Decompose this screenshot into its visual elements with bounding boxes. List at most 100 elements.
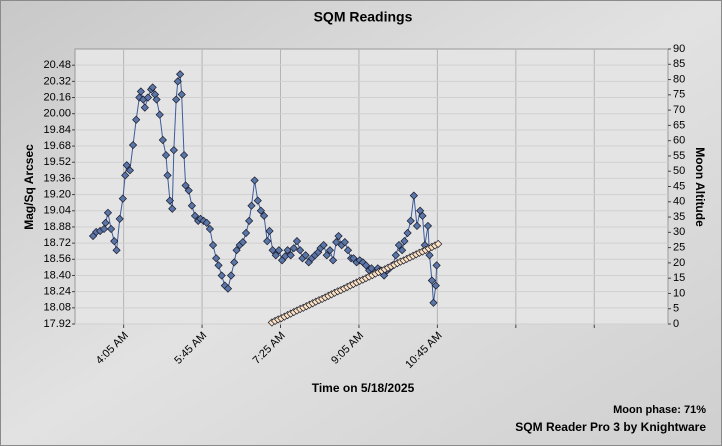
y-tick-label: 18.88 xyxy=(43,221,71,233)
data-point xyxy=(179,151,189,160)
data-point xyxy=(226,271,236,280)
data-point xyxy=(217,271,226,280)
data-point xyxy=(247,201,256,210)
data-point xyxy=(256,206,265,215)
data-point xyxy=(241,228,251,238)
data-point xyxy=(361,261,371,270)
y2-axis-title: Moon Altitude xyxy=(693,147,707,227)
data-point xyxy=(212,254,221,263)
data-point xyxy=(434,239,443,249)
moon-phase: Moon phase: 71% xyxy=(613,404,706,416)
data-point xyxy=(172,95,181,104)
data-point xyxy=(292,237,302,246)
data-point xyxy=(340,238,349,247)
data-point xyxy=(187,201,196,210)
data-point xyxy=(403,228,412,238)
data-point xyxy=(334,231,343,241)
data-point xyxy=(265,226,274,236)
data-point xyxy=(161,151,171,160)
data-point xyxy=(205,224,215,234)
data-point xyxy=(118,194,127,203)
data-point xyxy=(283,246,292,255)
data-point xyxy=(296,246,305,255)
data-point xyxy=(328,256,338,265)
data-point xyxy=(112,246,121,255)
chart-title: SQM Readings xyxy=(314,9,413,25)
y2-tick-label: 30 xyxy=(673,226,685,238)
y-tick-label: 19.52 xyxy=(43,156,71,168)
y-tick-label: 19.04 xyxy=(43,205,71,217)
y-tick-label: 18.72 xyxy=(43,237,71,249)
data-point xyxy=(173,77,182,86)
credit: SQM Reader Pro 3 by Knightware xyxy=(515,420,706,434)
data-point xyxy=(136,87,145,96)
y2-tick-label: 60 xyxy=(673,135,685,147)
y2-tick-label: 35 xyxy=(673,211,685,223)
data-point xyxy=(432,261,441,270)
data-point xyxy=(152,95,161,104)
data-point xyxy=(184,186,193,195)
data-point xyxy=(163,171,172,180)
data-point xyxy=(268,246,277,255)
data-point xyxy=(176,70,185,79)
data-point xyxy=(214,261,223,270)
data-point xyxy=(115,214,124,223)
y-tick-label: 18.56 xyxy=(43,253,71,265)
data-point xyxy=(169,146,178,155)
data-point xyxy=(122,161,131,170)
x-axis-title: Time on 5/18/2025 xyxy=(312,381,415,395)
data-point xyxy=(125,166,135,175)
y-tick-label: 17.92 xyxy=(43,318,71,330)
y-tick-label: 20.48 xyxy=(43,59,71,71)
data-point xyxy=(325,246,335,255)
data-point xyxy=(230,258,239,267)
data-point xyxy=(223,284,233,293)
data-point xyxy=(232,246,241,255)
data-point xyxy=(148,83,157,92)
data-point xyxy=(259,211,269,220)
data-point xyxy=(101,218,110,227)
y-tick-label: 18.40 xyxy=(43,269,71,281)
y2-tick-label: 10 xyxy=(673,287,685,299)
data-point xyxy=(409,191,418,200)
data-point xyxy=(99,224,109,234)
data-point xyxy=(110,237,119,246)
data-point xyxy=(322,251,331,260)
y2-tick-label: 90 xyxy=(673,43,685,55)
y-tick-label: 20.00 xyxy=(43,108,71,120)
data-point xyxy=(301,251,310,260)
y2-tick-label: 65 xyxy=(673,119,685,131)
data-point xyxy=(202,218,211,227)
data-point xyxy=(412,221,422,231)
data-point xyxy=(103,208,113,217)
data-point xyxy=(238,238,247,247)
y-tick-label: 20.32 xyxy=(43,75,71,87)
y2-tick-label: 40 xyxy=(673,196,685,208)
data-point xyxy=(425,251,434,260)
data-point xyxy=(286,251,295,260)
data-point xyxy=(165,196,175,205)
data-point xyxy=(128,140,138,150)
data-point xyxy=(429,298,438,307)
y-tick-label: 19.20 xyxy=(43,188,71,200)
data-point xyxy=(394,241,404,250)
data-point xyxy=(271,251,280,260)
y-tick-label: 18.08 xyxy=(43,302,71,314)
y2-tick-label: 20 xyxy=(673,257,685,269)
y2-tick-label: 0 xyxy=(673,318,679,330)
data-point xyxy=(253,196,262,205)
data-point xyxy=(143,93,153,102)
data-point xyxy=(289,244,298,253)
data-point xyxy=(245,216,254,225)
data-point xyxy=(406,216,415,225)
data-point xyxy=(208,241,218,250)
y2-tick-label: 75 xyxy=(673,89,685,101)
data-point xyxy=(190,211,200,220)
data-point xyxy=(250,176,259,185)
data-point xyxy=(263,237,272,246)
y2-tick-label: 80 xyxy=(673,73,685,85)
y2-tick-label: 25 xyxy=(673,242,685,254)
y2-tick-label: 45 xyxy=(673,180,685,192)
data-point xyxy=(343,246,353,255)
